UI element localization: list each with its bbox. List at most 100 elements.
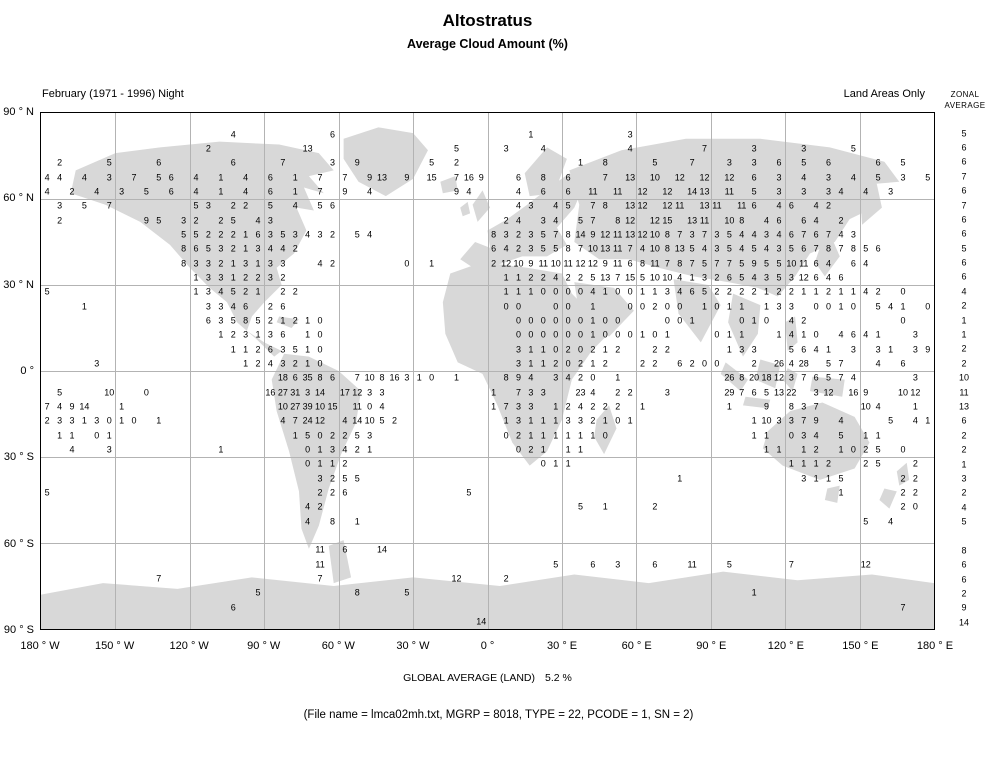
zonal-average-value: 6 xyxy=(961,271,967,282)
cloud-amount-value: 3 xyxy=(243,258,249,268)
cloud-amount-value: 6 xyxy=(280,329,286,340)
cloud-amount-value: 3 xyxy=(57,415,63,426)
lon-tick-label: 180 ° W xyxy=(20,640,60,652)
cloud-amount-value: 11 xyxy=(538,258,548,268)
cloud-amount-value: 3 xyxy=(764,229,770,240)
island-iceland xyxy=(440,176,458,194)
cloud-amount-value: 2 xyxy=(652,301,658,311)
cloud-amount-value: 8 xyxy=(640,258,646,268)
cloud-amount-value: 2 xyxy=(838,215,844,225)
cloud-amount-value: 12 xyxy=(823,387,834,397)
cloud-amount-value: 3 xyxy=(280,344,286,354)
cloud-amount-value: 4 xyxy=(677,286,683,297)
cloud-amount-value: 5 xyxy=(863,516,869,526)
cloud-amount-value: 6 xyxy=(751,172,757,182)
cloud-amount-value: 7 xyxy=(702,229,708,240)
cloud-amount-value: 9 xyxy=(764,401,770,412)
lat-tick-label: 60 ° N xyxy=(3,192,34,205)
cloud-amount-value: 8 xyxy=(329,516,335,526)
zonal-average-value: 1 xyxy=(961,315,967,326)
cloud-amount-value: 4 xyxy=(255,215,261,225)
cloud-amount-value: 5 xyxy=(652,157,658,168)
cloud-amount-value: 2 xyxy=(615,387,621,397)
cloud-amount-value: 1 xyxy=(578,157,584,168)
continent-australia xyxy=(762,402,870,480)
cloud-amount-value: 3 xyxy=(553,372,559,383)
cloud-amount-value: 0 xyxy=(540,329,546,340)
cloud-amount-value: 1 xyxy=(515,286,522,297)
cloud-amount-value: 8 xyxy=(181,258,187,268)
cloud-amount-value: 3 xyxy=(813,387,819,397)
cloud-amount-value: 5 xyxy=(788,243,794,254)
zonal-average-value: 2 xyxy=(961,444,967,455)
cloud-amount-value: 3 xyxy=(205,286,211,297)
cloud-amount-value: 9 xyxy=(590,229,596,240)
cloud-amount-value: 2 xyxy=(590,415,596,426)
zonal-average-value: 7 xyxy=(961,171,967,182)
cloud-amount-value: 3 xyxy=(664,286,670,297)
cloud-amount-value: 1 xyxy=(503,272,509,283)
page-subtitle: Average Cloud Amount (%) xyxy=(407,37,568,51)
cloud-amount-value: 4 xyxy=(193,186,199,197)
cloud-amount-value: 0 xyxy=(590,372,596,383)
cloud-amount-value: 1 xyxy=(305,315,311,326)
cloud-amount-value: 3 xyxy=(205,258,211,268)
zonal-average-value: 3 xyxy=(961,473,967,484)
cloud-amount-value: 26 xyxy=(724,372,735,383)
cloud-amount-value: 1 xyxy=(243,344,249,354)
cloud-amount-value: 6 xyxy=(652,559,658,569)
cloud-amount-value: 2 xyxy=(714,286,720,297)
cloud-amount-value: 3 xyxy=(267,258,273,268)
zonal-average-value: 2 xyxy=(961,358,967,369)
cloud-amount-value: 7 xyxy=(664,258,670,268)
cloud-amount-value: 2 xyxy=(218,215,224,225)
cloud-amount-value: 1 xyxy=(912,401,918,412)
cloud-amount-value: 3 xyxy=(714,229,720,240)
lon-tick-label: 120 ° E xyxy=(767,640,804,652)
island-japan xyxy=(814,233,840,277)
cloud-amount-value: 9 xyxy=(453,186,459,197)
cloud-amount-value: 4 xyxy=(826,258,832,268)
cloud-amount-value: 8 xyxy=(677,258,683,268)
cloud-amount-value: 2 xyxy=(602,401,608,412)
cloud-amount-value: 3 xyxy=(788,372,794,383)
zonal-average-value: 11 xyxy=(959,387,969,398)
cloud-amount-value: 6 xyxy=(515,172,522,182)
cloud-amount-value: 2 xyxy=(863,458,869,469)
cloud-amount-value: 18 xyxy=(277,372,288,383)
cloud-amount-value: 0 xyxy=(367,401,373,412)
island-philippines xyxy=(785,316,798,351)
cloud-amount-value: 4 xyxy=(863,286,869,297)
cloud-amount-value: 10 xyxy=(649,243,660,254)
cloud-amount-value: 2 xyxy=(900,473,906,483)
cloud-amount-value: 6 xyxy=(838,272,844,283)
cloud-amount-value: 2 xyxy=(900,501,906,512)
zonal-average-header-line2: AVERAGE xyxy=(944,101,986,110)
cloud-amount-value: 2 xyxy=(689,358,695,369)
cloud-amount-value: 3 xyxy=(515,358,522,369)
cloud-amount-value: 8 xyxy=(602,157,608,168)
cloud-amount-value: 6 xyxy=(900,358,906,369)
cloud-amount-value: 1 xyxy=(726,344,732,354)
cloud-amount-value: 4 xyxy=(367,186,373,197)
cloud-amount-value: 11 xyxy=(724,186,735,197)
cloud-amount-value: 5 xyxy=(540,229,546,240)
cloud-amount-value: 1 xyxy=(602,501,608,512)
cloud-amount-value: 2 xyxy=(230,229,236,240)
cloud-amount-value: 2 xyxy=(515,229,522,240)
cloud-amount-value: 3 xyxy=(888,186,894,197)
cloud-amount-value: 12 xyxy=(501,258,512,268)
plot-area: 4 6 1 3 2 13 5 3 4 4 7 3 3 5 2 5 6 6 7 3 9 5 2 1 8 5 7 3 3 6 5 6 6 5 4 4 4 3 7… xyxy=(40,112,935,630)
cloud-amount-value: 3 xyxy=(267,215,273,225)
cloud-amount-value: 1 xyxy=(528,415,534,426)
cloud-amount-value: 3 xyxy=(404,372,410,383)
cloud-amount-value: 8 xyxy=(664,229,670,240)
cloud-amount-value: 5 xyxy=(739,272,745,283)
cloud-amount-value: 12 xyxy=(637,200,648,211)
cloud-amount-value: 7 xyxy=(702,143,708,154)
cloud-amount-value: 0 xyxy=(615,415,621,426)
zonal-average-value: 13 xyxy=(958,401,970,412)
cloud-amount-value: 4 xyxy=(590,286,596,297)
cloud-amount-value: 4 xyxy=(230,301,236,311)
lat-tick-label: 60 ° S xyxy=(3,537,34,550)
